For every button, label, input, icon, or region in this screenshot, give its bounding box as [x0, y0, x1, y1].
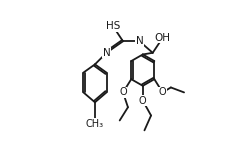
Text: O: O [159, 87, 166, 97]
Text: N: N [136, 36, 143, 46]
Text: HS: HS [106, 21, 120, 31]
Text: CH₃: CH₃ [86, 119, 104, 129]
Text: N: N [103, 48, 110, 58]
Text: OH: OH [154, 33, 170, 43]
Text: O: O [139, 96, 147, 106]
Text: O: O [119, 87, 127, 97]
